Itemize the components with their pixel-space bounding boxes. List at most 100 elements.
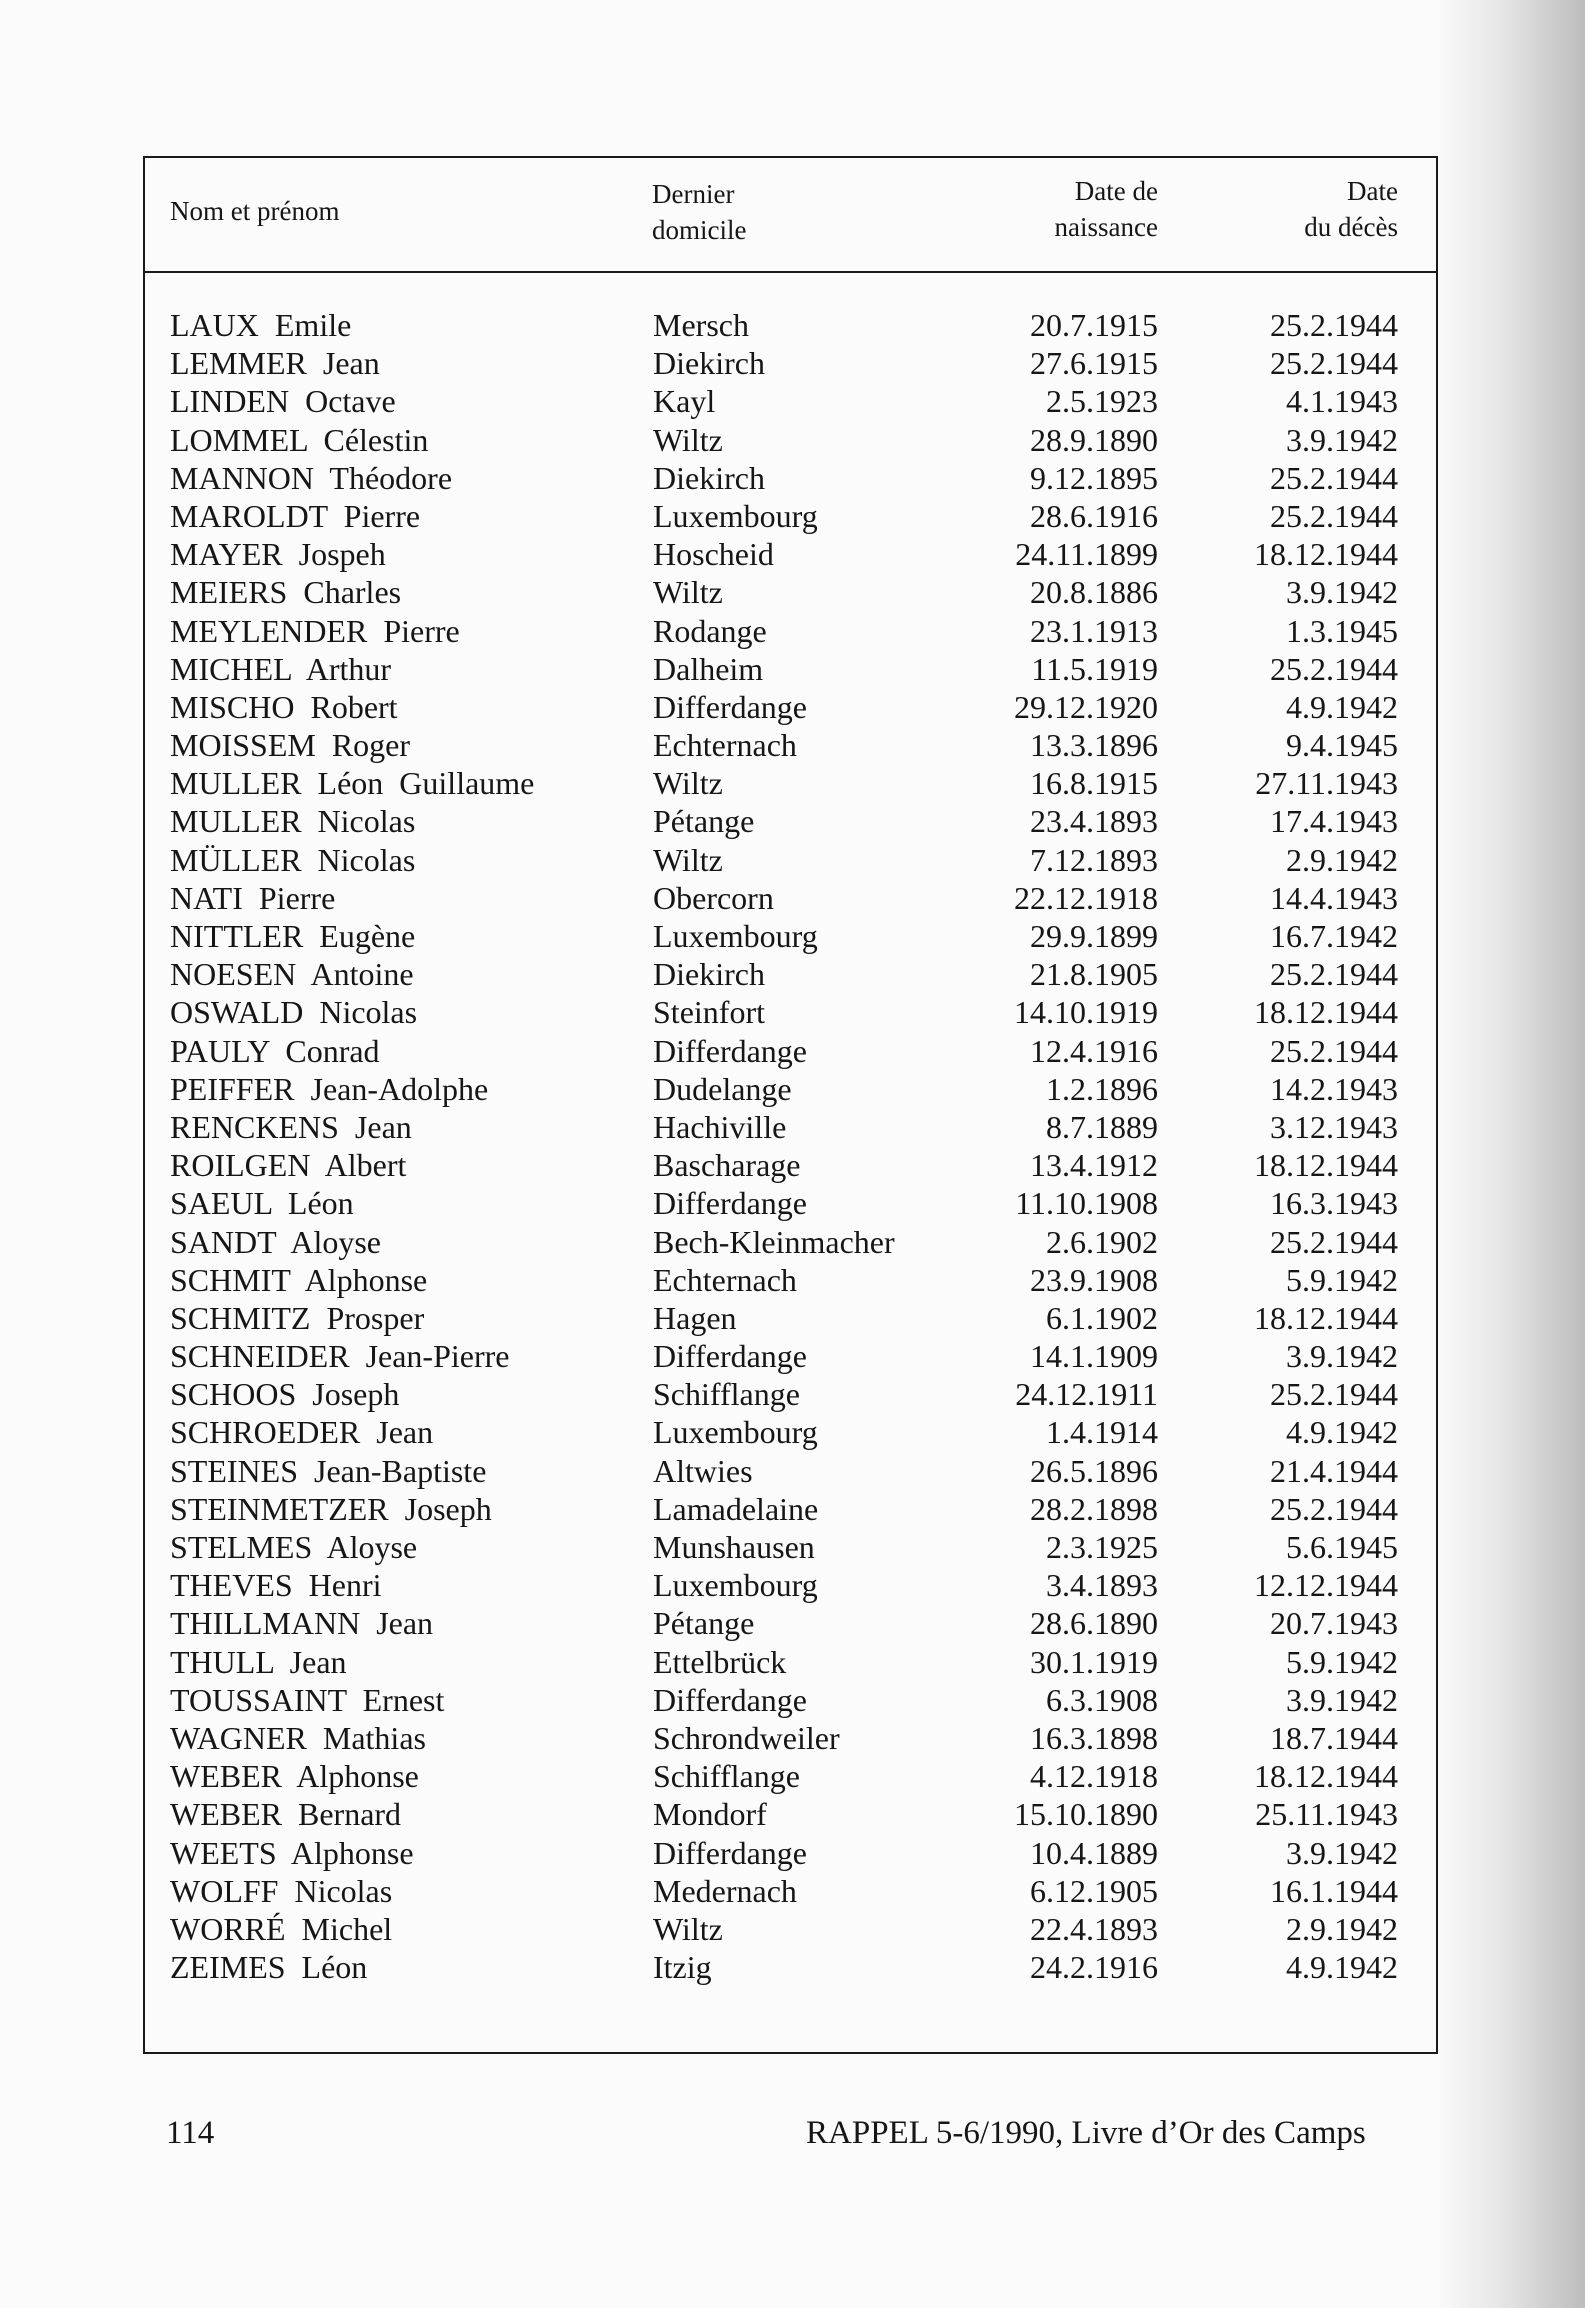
cell-birth-date: 30.1.1919 [1030, 1643, 1158, 1680]
cell-name: LAUX Emile [170, 307, 352, 343]
cell-death-date: 14.4.1943 [1270, 879, 1398, 916]
cell-death-date: 4.9.1942 [1286, 688, 1398, 725]
cell-birth-date: 24.12.1911 [1015, 1376, 1158, 1413]
table-row: THEVES Henri Luxembourg 3.4.1893 12.12.1944 [145, 1566, 1436, 1604]
cell-death-date: 4.9.1942 [1286, 1414, 1398, 1451]
cell-domicile: Pétange [653, 1605, 755, 1642]
cell-name: PEIFFER Jean-Adolphe [170, 1070, 489, 1107]
cell-death-date: 25.2.1944 [1270, 497, 1398, 534]
cell-death-date: 16.3.1943 [1270, 1185, 1398, 1222]
cell-name: WAGNER Mathias [170, 1719, 426, 1756]
cell-name: MAYER Jospeh [170, 536, 386, 573]
cell-domicile: Dudelange [653, 1070, 792, 1107]
cell-birth-date: 11.10.1908 [1015, 1185, 1158, 1222]
cell-birth-date: 9.12.1895 [1030, 459, 1158, 496]
cell-death-date: 25.2.1944 [1270, 307, 1398, 343]
cell-birth-date: 29.12.1920 [1014, 688, 1158, 725]
header-death-line2: du décès [1304, 212, 1398, 242]
cell-birth-date: 7.12.1893 [1030, 841, 1158, 878]
source-citation: RAPPEL 5-6/1990, Livre d’Or des Camps [806, 2115, 1366, 2151]
cell-birth-date: 1.4.1914 [1046, 1414, 1158, 1451]
cell-birth-date: 3.4.1893 [1046, 1567, 1158, 1604]
table-row: TOUSSAINT Ernest Differdange 6.3.1908 3.9.1… [145, 1681, 1436, 1719]
header-domicile: Dernier domicile [652, 176, 746, 248]
cell-domicile: Wiltz [653, 421, 723, 458]
cell-name: NOESEN Antoine [170, 956, 414, 993]
cell-name: MEYLENDER Pierre [170, 612, 460, 649]
header-domicile-line2: domicile [652, 215, 747, 245]
cell-domicile: Diekirch [653, 459, 765, 496]
cell-death-date: 14.2.1943 [1270, 1070, 1398, 1107]
cell-domicile: Lamadelaine [653, 1490, 819, 1527]
cell-birth-date: 15.10.1890 [1014, 1796, 1158, 1833]
cell-birth-date: 26.5.1896 [1030, 1452, 1158, 1489]
table-row: THILLMANN Jean Pétange 28.6.1890 20.7.1943 [145, 1604, 1436, 1642]
cell-name: TOUSSAINT Ernest [170, 1681, 445, 1718]
cell-domicile: Mersch [653, 307, 749, 343]
cell-birth-date: 21.8.1905 [1030, 956, 1158, 993]
cell-death-date: 1.3.1945 [1286, 612, 1398, 649]
cell-domicile: Differdange [653, 1681, 807, 1718]
cell-domicile: Schifflange [653, 1376, 800, 1413]
cell-domicile: Mondorf [653, 1796, 767, 1833]
cell-death-date: 25.2.1944 [1270, 1376, 1398, 1413]
cell-death-date: 25.2.1944 [1270, 459, 1398, 496]
cell-name: SCHNEIDER Jean-Pierre [170, 1338, 510, 1375]
cell-domicile: Bech-Kleinmacher [653, 1223, 895, 1260]
cell-name: SCHMITZ Prosper [170, 1299, 425, 1336]
cell-domicile: Bascharage [653, 1147, 801, 1184]
table-row: SANDT Aloyse Bech-Kleinmacher 2.6.1902 25.2… [145, 1223, 1436, 1261]
cell-domicile: Munshausen [653, 1529, 815, 1565]
cell-name: MÜLLER Nicolas [170, 841, 416, 878]
cell-name: LINDEN Octave [170, 383, 396, 420]
cell-birth-date: 2.6.1902 [1046, 1223, 1158, 1260]
cell-death-date: 4.9.1942 [1286, 1949, 1398, 1986]
cell-birth-date: 4.12.1918 [1030, 1758, 1158, 1795]
cell-domicile: Diekirch [653, 345, 765, 382]
cell-death-date: 18.12.1944 [1254, 1758, 1398, 1795]
cell-domicile: Differdange [653, 1834, 807, 1871]
cell-birth-date: 28.2.1898 [1030, 1490, 1158, 1527]
cell-name: ZEIMES Léon [170, 1949, 368, 1986]
table-row: MOISSEM Roger Echternach 13.3.1896 9.4.1945 [145, 726, 1436, 764]
cell-birth-date: 22.12.1918 [1014, 879, 1158, 916]
cell-death-date: 2.9.1942 [1286, 841, 1398, 878]
cell-birth-date: 8.7.1889 [1046, 1108, 1158, 1145]
cell-birth-date: 14.10.1919 [1014, 994, 1158, 1031]
cell-death-date: 3.9.1942 [1286, 1338, 1398, 1375]
cell-birth-date: 12.4.1916 [1030, 1032, 1158, 1069]
header-death-date: Date du décès [1304, 173, 1398, 245]
cell-name: RENCKENS Jean [170, 1108, 412, 1145]
cell-death-date: 3.12.1943 [1270, 1108, 1398, 1145]
cell-domicile: Pétange [653, 803, 755, 840]
cell-domicile: Luxembourg [653, 918, 818, 954]
table-row: WORRÉ Michel Wiltz 22.4.1893 2.9.1942 [145, 1910, 1436, 1948]
cell-birth-date: 20.7.1915 [1030, 307, 1158, 343]
cell-domicile: Diekirch [653, 956, 765, 993]
cell-birth-date: 16.3.1898 [1030, 1719, 1158, 1756]
cell-domicile: Hagen [653, 1299, 737, 1336]
cell-death-date: 25.2.1944 [1270, 1223, 1398, 1260]
table-row: WEETS Alphonse Differdange 10.4.1889 3.9.19… [145, 1834, 1436, 1872]
cell-domicile: Echternach [653, 1261, 797, 1298]
header-birth-line1: Date de [1074, 176, 1158, 206]
cell-birth-date: 24.2.1916 [1030, 1949, 1158, 1986]
cell-name: PAULY Conrad [170, 1032, 380, 1069]
table-row: WEBER Bernard Mondorf 15.10.1890 25.11.1943 [145, 1795, 1436, 1833]
cell-death-date: 18.12.1944 [1254, 536, 1398, 573]
table-row: PAULY Conrad Differdange 12.4.1916 25.2.194… [145, 1032, 1436, 1070]
cell-death-date: 25.2.1944 [1270, 345, 1398, 382]
cell-death-date: 3.9.1942 [1286, 574, 1398, 611]
cell-name: WEBER Bernard [170, 1796, 402, 1833]
cell-domicile: Altwies [653, 1452, 753, 1489]
cell-birth-date: 23.9.1908 [1030, 1261, 1158, 1298]
cell-death-date: 18.12.1944 [1254, 994, 1398, 1031]
cell-death-date: 2.9.1942 [1286, 1910, 1398, 1947]
table-row: SCHROEDER Jean Luxembourg 1.4.1914 4.9.1942 [145, 1413, 1436, 1451]
cell-domicile: Ettelbrück [653, 1643, 787, 1680]
cell-domicile: Medernach [653, 1872, 797, 1909]
cell-death-date: 25.2.1944 [1270, 1490, 1398, 1527]
cell-name: STEINES Jean-Baptiste [170, 1452, 487, 1489]
table-row: STEINMETZER Joseph Lamadelaine 28.2.1898 25… [145, 1490, 1436, 1528]
table-header: Nom et prénom Dernier domicile Date de n… [145, 158, 1436, 273]
